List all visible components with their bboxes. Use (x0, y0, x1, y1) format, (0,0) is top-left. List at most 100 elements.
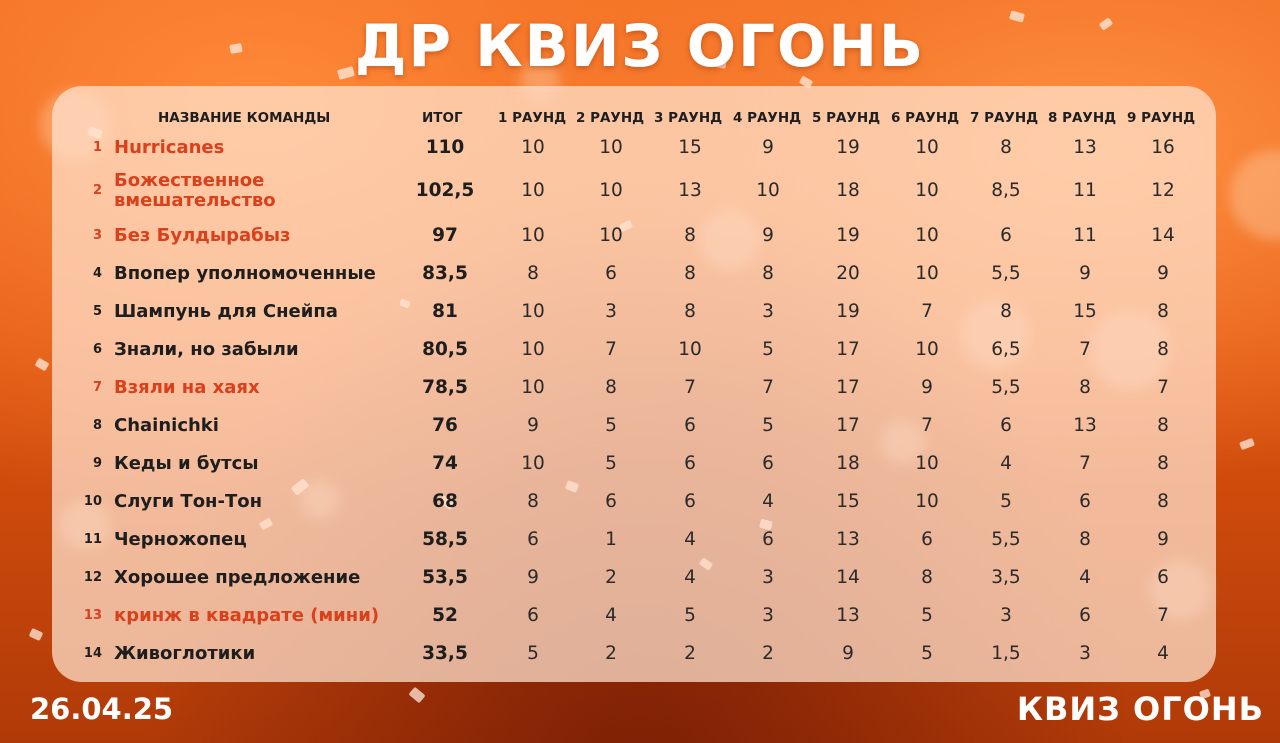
round-6-score: 10 (915, 263, 939, 284)
header-team-name: НАЗВАНИЕ КОМАНДЫ (158, 110, 331, 126)
round-5-score: 15 (836, 491, 860, 512)
round-9-score: 6 (1157, 567, 1169, 588)
team-total: 80,5 (422, 339, 468, 360)
round-4-score: 6 (762, 453, 774, 474)
confetti-piece (1239, 437, 1255, 451)
round-4-score: 4 (762, 491, 774, 512)
round-9-score: 7 (1157, 377, 1169, 398)
round-1-score: 10 (521, 301, 545, 322)
round-1-score: 10 (521, 377, 545, 398)
round-1-score: 5 (527, 643, 539, 664)
round-3-score: 6 (684, 453, 696, 474)
team-rank: 10 (83, 494, 102, 509)
team-rank: 6 (92, 342, 102, 357)
team-rank: 4 (92, 266, 102, 281)
round-7-score: 5,5 (991, 377, 1021, 398)
round-8-score: 11 (1073, 180, 1097, 201)
round-7-score: 8,5 (991, 180, 1021, 201)
team-name: Хорошее предложение (114, 567, 361, 588)
round-9-score: 9 (1157, 263, 1169, 284)
round-3-score: 6 (684, 491, 696, 512)
round-5-score: 19 (836, 301, 860, 322)
page-title: ДР КВИЗ ОГОНЬ (354, 12, 926, 80)
round-2-score: 10 (599, 225, 623, 246)
round-7-score: 1,5 (991, 643, 1021, 664)
round-5-score: 18 (836, 453, 860, 474)
round-2-score: 5 (605, 453, 617, 474)
brand-logo: КВИЗ ОГОНЬ (1017, 690, 1264, 728)
round-8-score: 15 (1073, 301, 1097, 322)
round-4-score: 3 (762, 301, 774, 322)
team-name: Hurricanes (114, 137, 225, 158)
team-total: 102,5 (415, 180, 475, 201)
round-5-score: 17 (836, 377, 860, 398)
round-2-score: 3 (605, 301, 617, 322)
round-4-score: 3 (762, 567, 774, 588)
round-5-score: 17 (836, 415, 860, 436)
team-name: Божественное вмешательство (114, 170, 276, 211)
round-5-score: 13 (836, 605, 860, 626)
round-4-score: 5 (762, 415, 774, 436)
round-7-score: 5,5 (991, 529, 1021, 550)
confetti-piece (408, 686, 426, 704)
round-1-score: 6 (527, 529, 539, 550)
header-round-8: 8 РАУНД (1048, 110, 1117, 126)
round-8-score: 6 (1079, 605, 1091, 626)
round-3-score: 2 (684, 643, 696, 664)
results-table-panel (52, 86, 1216, 682)
round-1-score: 9 (527, 415, 539, 436)
event-date: 26.04.25 (30, 692, 174, 726)
bokeh-light (1230, 150, 1280, 240)
round-9-score: 16 (1151, 137, 1175, 158)
round-7-score: 3 (1000, 605, 1012, 626)
round-1-score: 10 (521, 137, 545, 158)
round-8-score: 7 (1079, 453, 1091, 474)
team-total: 33,5 (422, 643, 468, 664)
team-rank: 5 (92, 304, 102, 319)
round-4-score: 6 (762, 529, 774, 550)
round-6-score: 10 (915, 491, 939, 512)
round-1-score: 10 (521, 453, 545, 474)
round-8-score: 9 (1079, 263, 1091, 284)
round-3-score: 15 (678, 137, 702, 158)
team-total: 74 (432, 453, 458, 474)
confetti-piece (34, 357, 50, 372)
round-6-score: 10 (915, 137, 939, 158)
round-2-score: 5 (605, 415, 617, 436)
round-8-score: 7 (1079, 339, 1091, 360)
header-round-9: 9 РАУНД (1127, 110, 1196, 126)
round-9-score: 8 (1157, 453, 1169, 474)
round-2-score: 4 (605, 605, 617, 626)
round-6-score: 10 (915, 180, 939, 201)
team-name: Chainichki (114, 415, 219, 436)
round-5-score: 14 (836, 567, 860, 588)
round-5-score: 9 (842, 643, 854, 664)
header-round-3: 3 РАУНД (654, 110, 723, 126)
team-total: 78,5 (422, 377, 468, 398)
round-5-score: 17 (836, 339, 860, 360)
confetti-piece (28, 627, 44, 642)
round-2-score: 2 (605, 567, 617, 588)
round-9-score: 12 (1151, 180, 1175, 201)
round-7-score: 6,5 (991, 339, 1021, 360)
round-7-score: 4 (1000, 453, 1012, 474)
round-7-score: 8 (1000, 301, 1012, 322)
round-7-score: 8 (1000, 137, 1012, 158)
round-6-score: 9 (921, 377, 933, 398)
round-8-score: 13 (1073, 137, 1097, 158)
team-name: Кеды и бутсы (114, 453, 259, 474)
team-total: 83,5 (422, 263, 468, 284)
round-5-score: 20 (836, 263, 860, 284)
team-total: 53,5 (422, 567, 468, 588)
brand-logo-text: КВИЗ ОГОНЬ (1016, 690, 1264, 728)
team-name: Слуги Тон-Тон (114, 491, 263, 512)
team-rank: 12 (83, 570, 102, 585)
header-round-1: 1 РАУНД (498, 110, 567, 126)
round-2-score: 6 (605, 491, 617, 512)
round-6-score: 6 (921, 529, 933, 550)
round-3-score: 7 (684, 377, 696, 398)
team-name: кринж в квадрате (мини) (114, 605, 380, 626)
round-2-score: 10 (599, 137, 623, 158)
header-round-4: 4 РАУНД (733, 110, 802, 126)
team-name: Черножопец (114, 529, 247, 550)
